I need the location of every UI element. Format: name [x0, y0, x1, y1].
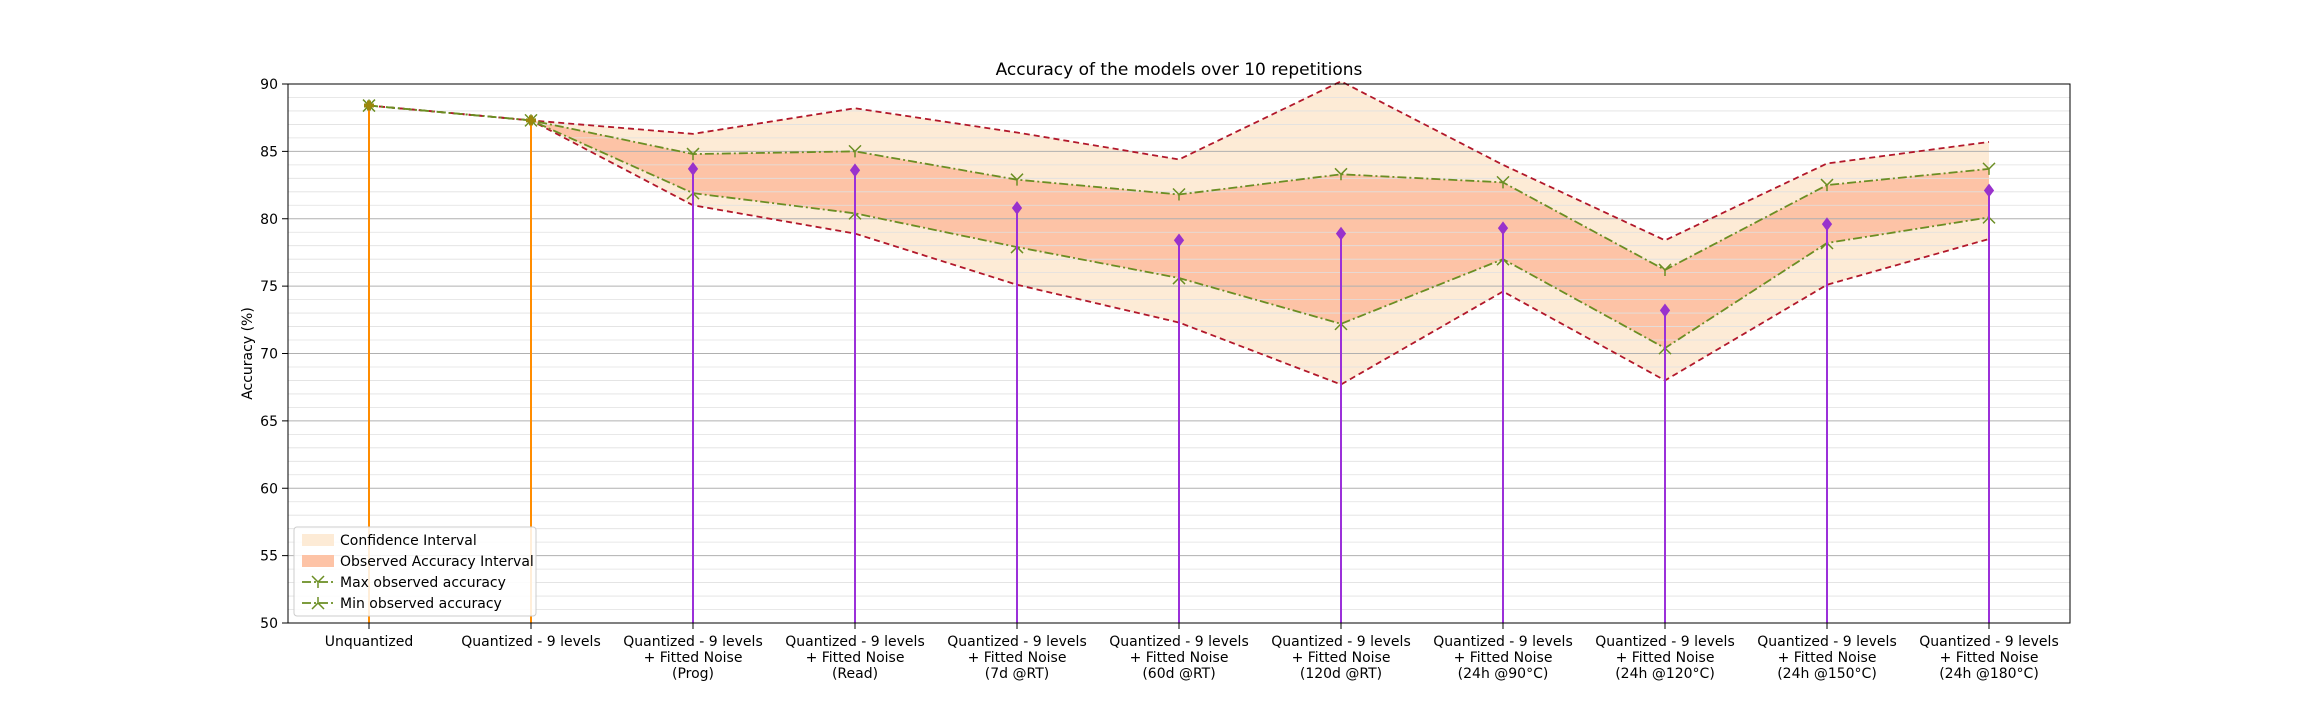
- max-accuracy-marker: [1010, 173, 1024, 186]
- observed-accuracy-band: [369, 105, 1989, 349]
- x-tick-label: Quantized - 9 levels + Fitted Noise (24h @…: [1919, 634, 2058, 682]
- y-tick-label: 75: [260, 279, 278, 295]
- legend-label-max: Max observed accuracy: [340, 575, 506, 591]
- max-accuracy-marker: [1496, 175, 1510, 189]
- x-tick-label: Quantized - 9 levels + Fitted Noise (120d …: [1271, 634, 1410, 682]
- y-tick-label: 55: [260, 549, 278, 565]
- ci-lower-line: [368, 104, 1990, 386]
- legend-item-confidence-interval: Confidence Interval: [302, 533, 477, 549]
- legend-swatch-confidence: [302, 534, 334, 546]
- legend-label-confidence: Confidence Interval: [340, 533, 477, 549]
- accuracy-marker-diamond: [849, 163, 861, 178]
- max-accuracy-marker: [1982, 162, 1996, 175]
- legend-label-observed: Observed Accuracy Interval: [340, 554, 534, 570]
- max-accuracy-marker: [1334, 167, 1348, 181]
- max-accuracy-marker: [1658, 263, 1672, 276]
- legend: Confidence Interval Observed Accuracy In…: [293, 526, 537, 617]
- accuracy-marker-plus: [364, 100, 374, 111]
- chart-title: Accuracy of the models over 10 repetitio…: [996, 60, 1363, 80]
- x-tick-label: Quantized - 9 levels + Fitted Noise (Read): [785, 634, 924, 682]
- legend-item-min-accuracy: Min observed accuracy: [302, 596, 502, 612]
- x-tick-label: Quantized - 9 levels + Fitted Noise (Prog): [623, 634, 762, 682]
- ci-upper-line: [368, 80, 1990, 242]
- x-tick-label: Unquantized: [325, 634, 414, 650]
- x-tick-label: Quantized - 9 levels + Fitted Noise (24h @…: [1433, 634, 1572, 682]
- legend-swatch-observed: [302, 555, 334, 567]
- interval-fills: [369, 81, 1989, 385]
- x-tick-label: Quantized - 9 levels + Fitted Noise (24h @…: [1595, 634, 1734, 682]
- x-tick-label: Quantized - 9 levels + Fitted Noise (24h @…: [1757, 634, 1896, 682]
- max-accuracy-marker: [1172, 187, 1186, 201]
- legend-marker-min: [311, 597, 325, 610]
- accuracy-stems: [364, 100, 1995, 623]
- axes: [282, 83, 2071, 629]
- legend-swatch-max: [302, 575, 334, 588]
- x-tick-label: Quantized - 9 levels + Fitted Noise (7d @R…: [947, 634, 1086, 682]
- accuracy-marker-diamond: [1335, 226, 1347, 241]
- y-tick-label: 90: [260, 77, 278, 93]
- accuracy-marker-diamond: [1173, 233, 1185, 248]
- legend-label-min: Min observed accuracy: [340, 596, 502, 612]
- legend-marker-max: [311, 575, 325, 588]
- y-tick-label: 85: [260, 144, 278, 160]
- y-tick-label: 65: [260, 414, 278, 430]
- y-axis-label: Accuracy (%): [240, 307, 256, 400]
- tick-labels: 50 55 60 65 70 75 80 85 90 Unquantized Quantized -…: [260, 77, 2059, 682]
- accuracy-marker-diamond: [1011, 201, 1023, 215]
- legend-swatch-min: [302, 597, 334, 610]
- accuracy-marker-diamond: [687, 162, 699, 176]
- x-tick-label: Quantized - 9 levels + Fitted Noise (60d @…: [1109, 634, 1248, 682]
- accuracy-marker-diamond: [1821, 217, 1833, 231]
- x-tick-label: Quantized - 9 levels: [461, 634, 600, 650]
- max-accuracy-marker: [686, 147, 700, 161]
- accuracy-marker-diamond: [1983, 183, 1995, 198]
- accuracy-marker-diamond: [1659, 303, 1671, 318]
- y-tick-label: 70: [260, 347, 278, 363]
- legend-box: [293, 526, 537, 617]
- y-tick-label: 60: [260, 481, 278, 497]
- accuracy-marker-diamond: [1497, 221, 1509, 236]
- accuracy-marker-plus: [526, 115, 536, 126]
- y-tick-label: 80: [260, 212, 278, 228]
- max-accuracy-marker: [1820, 178, 1834, 192]
- max-accuracy-marker: [848, 144, 862, 158]
- legend-item-max-accuracy: Max observed accuracy: [302, 575, 506, 591]
- y-tick-label: 50: [260, 616, 278, 632]
- legend-item-observed-interval: Observed Accuracy Interval: [302, 554, 534, 570]
